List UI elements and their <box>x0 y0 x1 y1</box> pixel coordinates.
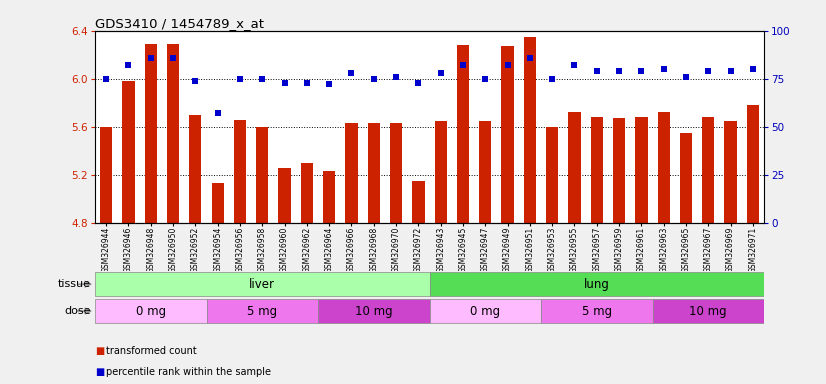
Text: liver: liver <box>249 278 275 291</box>
Text: ■: ■ <box>95 346 104 356</box>
Point <box>301 79 314 86</box>
Point <box>368 76 381 82</box>
Text: ■: ■ <box>95 367 104 377</box>
Bar <box>546 127 558 223</box>
Point <box>434 70 448 76</box>
Point <box>167 55 180 61</box>
Text: dose: dose <box>64 306 91 316</box>
Point <box>145 55 158 61</box>
Bar <box>122 81 135 223</box>
Bar <box>613 118 625 223</box>
Text: 5 mg: 5 mg <box>247 305 278 318</box>
Point <box>702 68 715 74</box>
Bar <box>430 299 541 323</box>
Point <box>501 62 515 68</box>
Point <box>390 74 403 80</box>
Text: transformed count: transformed count <box>106 346 197 356</box>
Point <box>546 76 559 82</box>
Text: tissue: tissue <box>58 279 91 289</box>
Bar <box>323 171 335 223</box>
Bar <box>747 105 759 223</box>
Bar <box>206 299 318 323</box>
Text: percentile rank within the sample: percentile rank within the sample <box>106 367 271 377</box>
Bar <box>100 127 112 223</box>
Point <box>345 70 358 76</box>
Point <box>100 76 113 82</box>
Point <box>189 78 202 84</box>
Bar <box>524 37 536 223</box>
Bar <box>653 299 764 323</box>
Text: 0 mg: 0 mg <box>470 305 501 318</box>
Bar <box>479 121 491 223</box>
Point <box>457 62 470 68</box>
Bar <box>568 113 581 223</box>
Point <box>211 110 225 116</box>
Point <box>591 68 604 74</box>
Text: lung: lung <box>584 278 610 291</box>
Point <box>122 62 135 68</box>
Bar <box>591 117 603 223</box>
Bar <box>278 167 291 223</box>
Point <box>635 68 648 74</box>
Bar <box>256 127 268 223</box>
Bar <box>95 272 430 296</box>
Bar <box>702 117 714 223</box>
Bar <box>657 113 670 223</box>
Point <box>657 66 671 72</box>
Bar <box>390 123 402 223</box>
Bar <box>434 121 447 223</box>
Point <box>613 68 626 74</box>
Point <box>724 68 738 74</box>
Point <box>568 62 582 68</box>
Text: GDS3410 / 1454789_x_at: GDS3410 / 1454789_x_at <box>95 17 264 30</box>
Text: 10 mg: 10 mg <box>690 305 727 318</box>
Bar <box>301 163 313 223</box>
Bar <box>430 272 764 296</box>
Point <box>479 76 492 82</box>
Bar <box>95 299 206 323</box>
Bar <box>412 181 425 223</box>
Bar <box>457 45 469 223</box>
Bar <box>234 119 246 223</box>
Point <box>524 55 537 61</box>
Bar <box>635 117 648 223</box>
Point <box>234 76 247 82</box>
Bar <box>345 123 358 223</box>
Bar <box>167 44 179 223</box>
Bar <box>211 183 224 223</box>
Bar <box>318 299 430 323</box>
Text: 5 mg: 5 mg <box>582 305 612 318</box>
Point <box>680 74 693 80</box>
Bar <box>189 115 202 223</box>
Point <box>412 79 425 86</box>
Text: 10 mg: 10 mg <box>355 305 392 318</box>
Text: 0 mg: 0 mg <box>135 305 166 318</box>
Point <box>256 76 269 82</box>
Bar <box>368 123 380 223</box>
Bar <box>724 121 737 223</box>
Point <box>747 66 760 72</box>
Bar <box>145 44 157 223</box>
Bar <box>501 46 514 223</box>
Bar <box>541 299 653 323</box>
Point <box>278 79 292 86</box>
Point <box>323 81 336 88</box>
Bar <box>680 133 692 223</box>
